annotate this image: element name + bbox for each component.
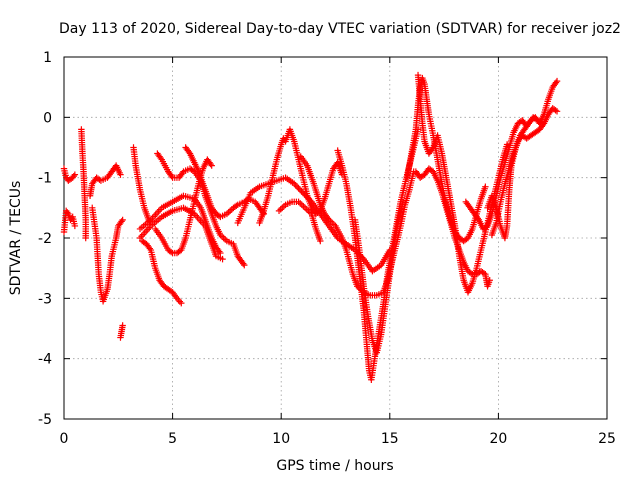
data-point bbox=[239, 260, 247, 267]
y-tick-label: 0 bbox=[43, 110, 52, 126]
x-axis-label: GPS time / hours bbox=[276, 458, 393, 474]
data-point bbox=[178, 299, 185, 307]
sat-track-D bbox=[86, 162, 124, 199]
data-point bbox=[219, 255, 226, 263]
data-point bbox=[168, 172, 175, 180]
data-point bbox=[82, 234, 89, 242]
data-point bbox=[216, 248, 223, 255]
data-point bbox=[292, 182, 299, 189]
data-point bbox=[295, 185, 302, 192]
data-point bbox=[553, 108, 561, 115]
data-point bbox=[537, 119, 544, 126]
sat-track-W bbox=[412, 165, 493, 290]
sat-track-E bbox=[89, 204, 126, 305]
data-point bbox=[303, 206, 310, 213]
data-point bbox=[119, 216, 126, 224]
data-point bbox=[474, 215, 481, 222]
sat-track-Z bbox=[484, 114, 546, 242]
data-point bbox=[300, 203, 307, 210]
sat-track-B bbox=[60, 207, 79, 236]
data-point bbox=[277, 206, 284, 213]
data-point bbox=[486, 277, 493, 284]
data-point bbox=[119, 322, 126, 329]
data-point bbox=[185, 148, 193, 156]
data-point bbox=[207, 160, 214, 168]
data-point bbox=[146, 245, 153, 252]
data-point bbox=[220, 234, 227, 242]
sat-track-F bbox=[117, 322, 126, 341]
y-tick-label: -1 bbox=[38, 171, 52, 187]
y-tick-label: 1 bbox=[43, 50, 52, 66]
x-tick-labels: 0 5 10 15 20 25 bbox=[60, 431, 616, 447]
y-tick-label: -4 bbox=[38, 352, 52, 368]
data-point bbox=[552, 79, 560, 86]
sat-track-P bbox=[275, 198, 324, 245]
data-point bbox=[157, 154, 164, 162]
data-point bbox=[552, 107, 559, 114]
data-point bbox=[291, 180, 298, 187]
data-point bbox=[233, 202, 240, 210]
data-point bbox=[275, 207, 283, 215]
data-point bbox=[118, 218, 125, 225]
data-point bbox=[298, 201, 306, 209]
data-point bbox=[167, 248, 175, 256]
data-point bbox=[317, 237, 324, 245]
data-point bbox=[176, 298, 184, 305]
data-point bbox=[64, 209, 71, 216]
data-point bbox=[299, 189, 307, 196]
data-point bbox=[428, 145, 436, 153]
data-point bbox=[482, 183, 489, 190]
data-point bbox=[217, 249, 224, 257]
data-point bbox=[279, 204, 286, 212]
sat-track-C bbox=[78, 126, 89, 242]
sat-track-M bbox=[182, 144, 268, 221]
y-tick-label: -2 bbox=[38, 231, 52, 247]
plot-frame bbox=[63, 56, 608, 420]
data-point bbox=[208, 162, 215, 169]
sat-track-T bbox=[351, 198, 407, 356]
data-point bbox=[553, 77, 561, 85]
y-axis-label: SDTVAR / TECUs bbox=[8, 181, 24, 296]
x-tick-label: 0 bbox=[60, 431, 69, 447]
data-point bbox=[296, 186, 304, 193]
data-point bbox=[538, 120, 546, 127]
data-point bbox=[297, 200, 304, 207]
data-point bbox=[241, 261, 248, 269]
data-point bbox=[179, 169, 186, 177]
sat-track-Q bbox=[282, 126, 346, 218]
x-tick-label: 10 bbox=[272, 431, 290, 447]
data-points bbox=[60, 71, 561, 383]
data-point bbox=[399, 198, 407, 205]
y-tick-label: -3 bbox=[38, 291, 52, 307]
data-point bbox=[189, 167, 197, 174]
data-point bbox=[117, 171, 124, 178]
data-point bbox=[467, 269, 475, 277]
chart-title: Day 113 of 2020, Sidereal Day-to-day VTE… bbox=[59, 21, 621, 37]
x-tick-label: 5 bbox=[168, 431, 177, 447]
data-point bbox=[226, 207, 234, 215]
data-point bbox=[70, 172, 77, 180]
data-point bbox=[301, 204, 309, 212]
y-tick-labels: 1 0 -1 -2 -3 -4 -5 bbox=[38, 50, 52, 428]
x-tick-label: 25 bbox=[598, 431, 616, 447]
x-tick-label: 20 bbox=[489, 431, 507, 447]
sat-track-O bbox=[256, 135, 287, 227]
data-point bbox=[293, 183, 301, 190]
sat-track-G bbox=[130, 144, 155, 227]
sat-track-J bbox=[136, 192, 224, 257]
x-tick-label: 15 bbox=[381, 431, 399, 447]
data-point bbox=[71, 222, 79, 230]
sat-track-H bbox=[138, 237, 185, 307]
sat-track-A bbox=[60, 165, 79, 184]
y-tick-label: -5 bbox=[38, 412, 52, 428]
data-point bbox=[71, 171, 79, 178]
